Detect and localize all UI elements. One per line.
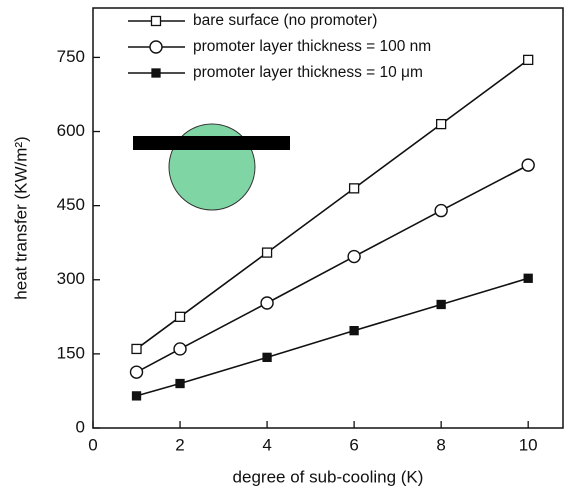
data-point (260, 296, 274, 310)
series-line (136, 164, 529, 373)
data-point (131, 391, 142, 401)
data-point (521, 158, 535, 172)
x-tick-label: 0 (88, 435, 97, 454)
data-point (349, 326, 359, 336)
data-point (435, 118, 447, 130)
x-axis-label: degree of sub-cooling (K) (233, 467, 424, 486)
data-point (129, 365, 144, 379)
data-point (436, 299, 446, 310)
x-tick-label: 6 (349, 435, 358, 454)
legend-marker (149, 40, 163, 54)
y-tick-label: 150 (57, 343, 85, 362)
y-tick-label: 0 (76, 417, 85, 436)
legend-marker (151, 68, 161, 78)
data-point (173, 342, 187, 356)
data-point (131, 343, 142, 355)
x-tick-label: 4 (262, 435, 271, 454)
series-line (136, 59, 529, 350)
y-tick-label: 300 (57, 269, 85, 288)
data-point (434, 203, 448, 218)
surface-bar (133, 136, 290, 150)
x-tick-label: 10 (519, 435, 538, 454)
data-point (262, 352, 272, 362)
legend-marker (150, 15, 162, 27)
y-tick-label: 600 (57, 121, 85, 140)
y-tick-label: 450 (57, 195, 85, 214)
y-tick-label: 750 (57, 47, 85, 66)
data-point (348, 183, 360, 194)
y-axis-label: heat transfer (KW/m²) (11, 136, 30, 299)
legend-label: promoter layer thickness = 100 nm (193, 38, 431, 55)
data-point (347, 249, 361, 264)
data-point (175, 378, 185, 389)
data-point (523, 54, 534, 66)
x-tick-label: 2 (175, 435, 184, 454)
series-line (136, 277, 529, 397)
data-point (523, 273, 533, 283)
x-tick-label: 8 (436, 435, 445, 454)
plot-frame (92, 7, 564, 429)
data-point (174, 311, 186, 322)
legend-label: bare surface (no promoter) (193, 12, 377, 29)
data-point (261, 247, 273, 258)
legend-label: promoter layer thickness = 10 μm (193, 64, 423, 81)
